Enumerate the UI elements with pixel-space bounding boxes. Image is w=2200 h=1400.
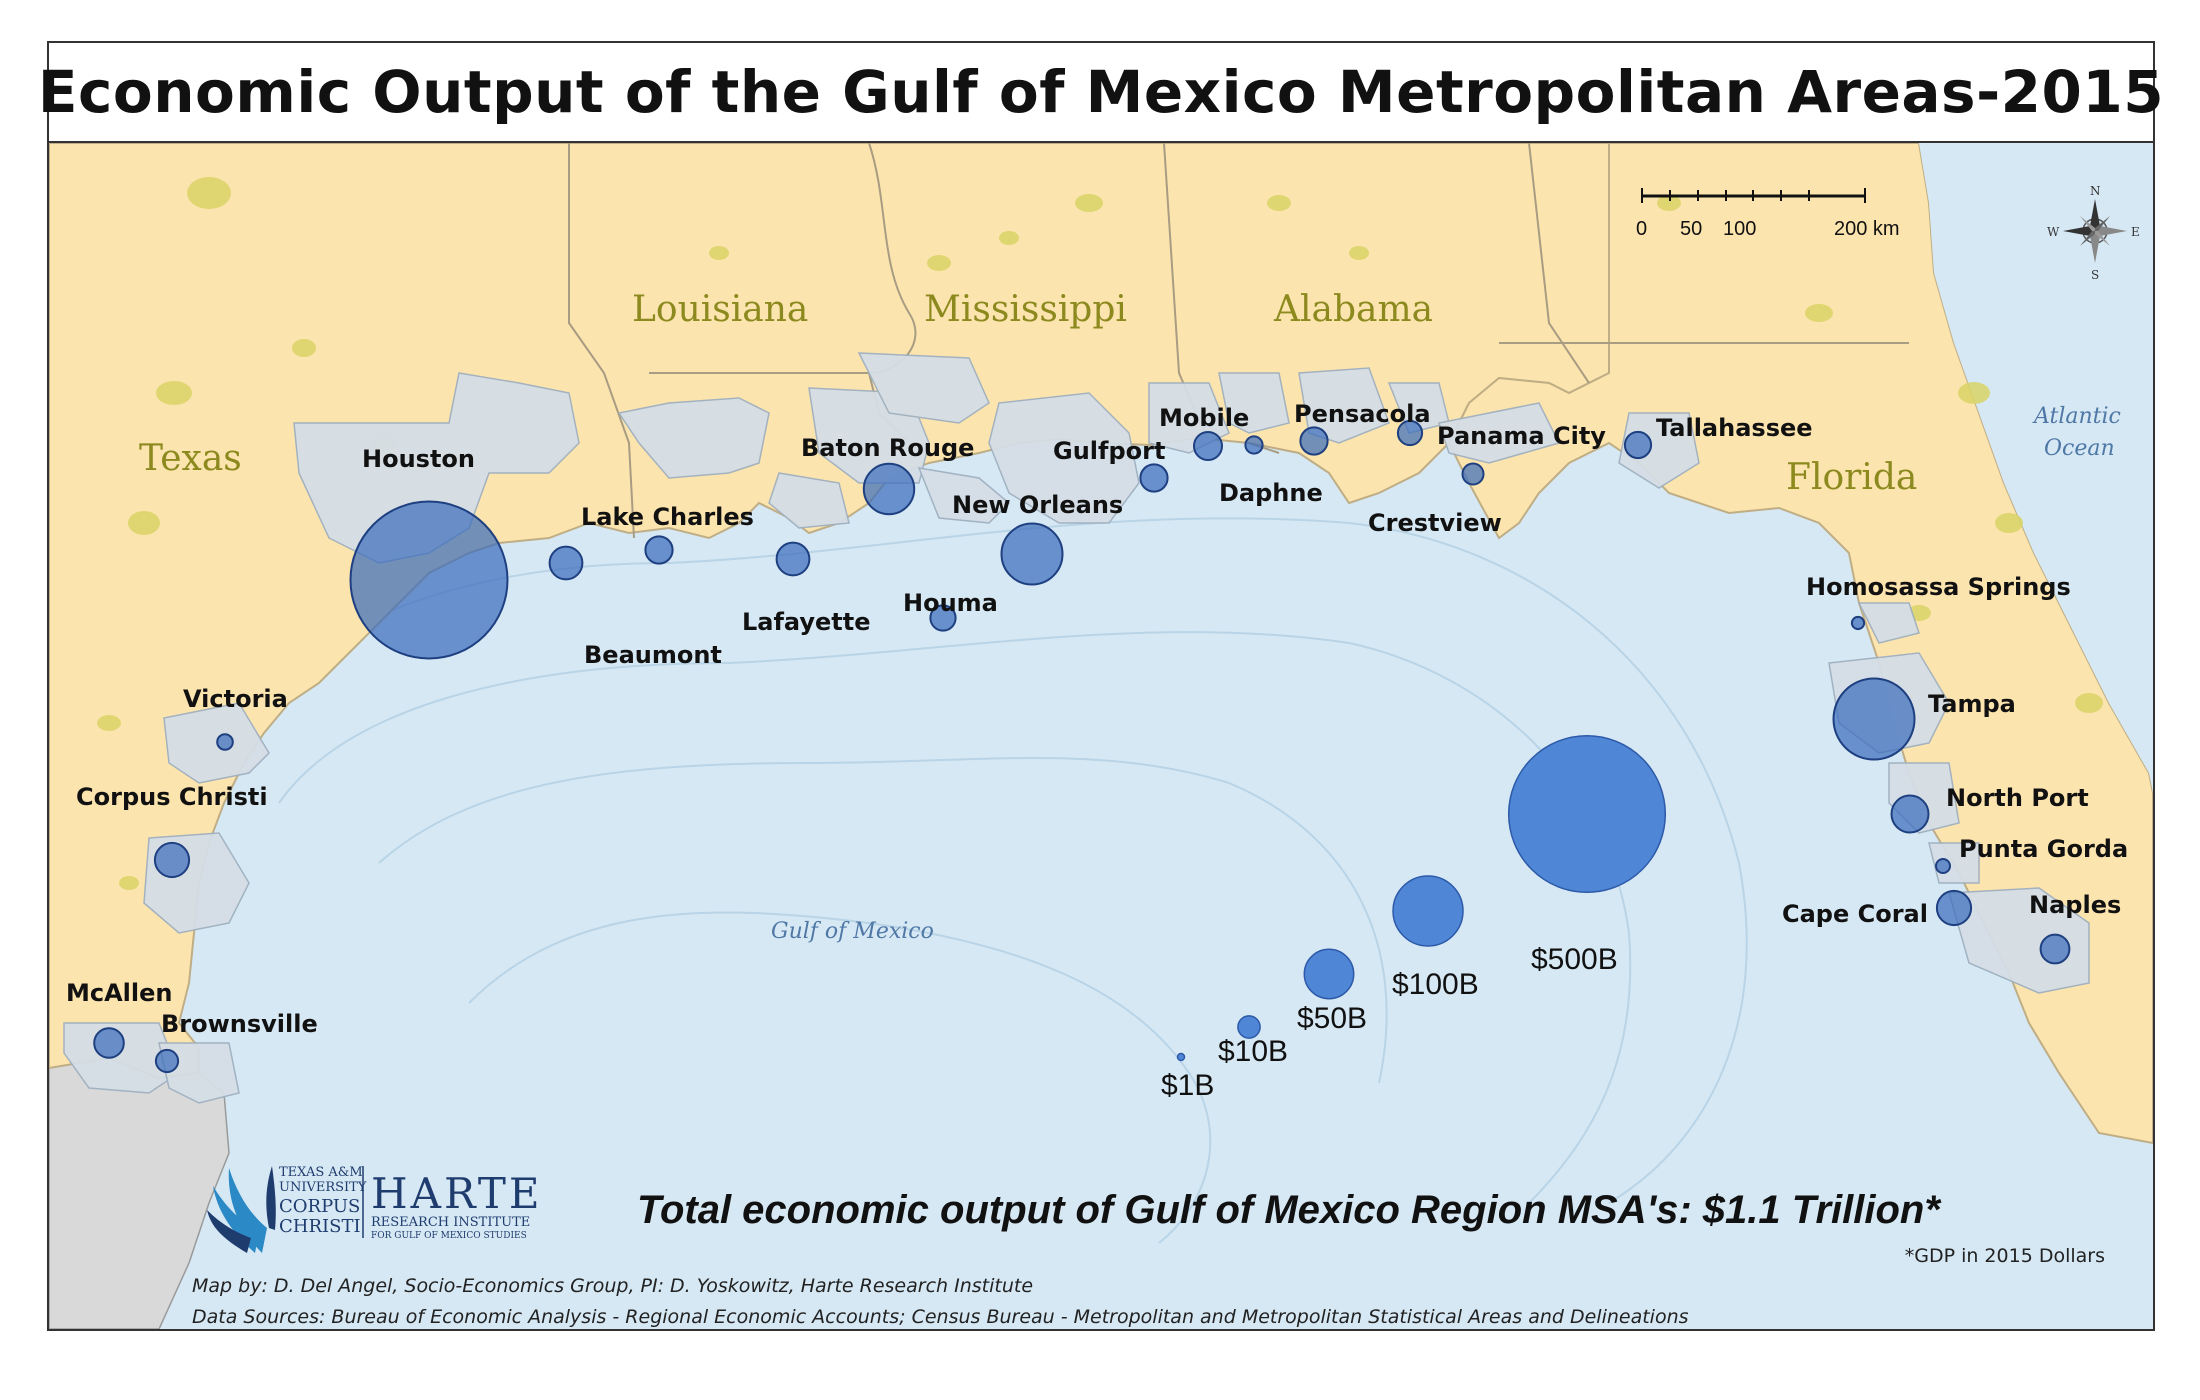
- bubble-beaumont[interactable]: [548, 545, 584, 581]
- city-label-beaumont: Beaumont: [584, 641, 722, 669]
- bubble-lake-charles[interactable]: [644, 535, 674, 565]
- bubble-pensacola[interactable]: [1299, 426, 1329, 456]
- logo-ri-line1: RESEARCH INSTITUTE: [371, 1215, 530, 1230]
- map-title: Economic Output of the Gulf of Mexico Me…: [37, 58, 2165, 126]
- compass-s: S: [2091, 268, 2099, 282]
- city-label-houma: Houma: [903, 589, 998, 617]
- bubble-homosassa-springs[interactable]: [1850, 615, 1866, 631]
- city-label-tallahassee: Tallahassee: [1656, 414, 1813, 442]
- state-label-mississippi: Mississippi: [924, 289, 1127, 330]
- legend-bubble-50b: [1303, 948, 1355, 1000]
- bubble-houma[interactable]: [929, 604, 957, 632]
- legend-label-10b: $10B: [1218, 1035, 1288, 1068]
- legend-bubble-1b: [1176, 1052, 1186, 1062]
- state-label-louisiana: Louisiana: [632, 289, 808, 330]
- map-canvas: 0 50 100 200 km N S E W Texas Louisiana …: [49, 143, 2153, 1329]
- legend-label-50b: $50B: [1297, 1002, 1367, 1035]
- logo-ri-line2: FOR GULF OF MEXICO STUDIES: [371, 1231, 527, 1241]
- compass-n: N: [2090, 184, 2101, 198]
- city-label-gulfport: Gulfport: [1053, 437, 1165, 465]
- state-label-texas: Texas: [139, 438, 242, 479]
- bubble-baton-rouge[interactable]: [862, 462, 916, 516]
- legend-bubble-10b: [1237, 1015, 1261, 1039]
- city-label-corpus-christi: Corpus Christi: [76, 783, 268, 811]
- bubble-gulfport[interactable]: [1139, 463, 1169, 493]
- bubble-north-port[interactable]: [1890, 794, 1930, 834]
- bubble-naples[interactable]: [2039, 933, 2071, 965]
- credits: Map by: D. Del Angel, Socio-Economics Gr…: [192, 1271, 1689, 1333]
- bubble-mcallen[interactable]: [93, 1027, 125, 1059]
- city-label-crestview: Crestview: [1368, 509, 1502, 537]
- city-label-mcallen: McAllen: [66, 979, 173, 1007]
- bubble-daphne[interactable]: [1244, 435, 1264, 455]
- tamucc-wing-icon: [207, 1166, 276, 1253]
- city-bubbles: [93, 419, 2071, 1074]
- credit-data-sources: Data Sources: Bureau of Economic Analysi…: [192, 1306, 1689, 1328]
- bubble-mobile[interactable]: [1193, 431, 1223, 461]
- bubble-new-orleans[interactable]: [1000, 522, 1064, 586]
- total-output-text: Total economic output of Gulf of Mexico …: [637, 1188, 1940, 1232]
- city-label-panama-city: Panama City: [1437, 422, 1606, 450]
- city-label-houston: Houston: [362, 445, 475, 473]
- scale-tick-200: 200 km: [1834, 218, 1900, 240]
- gdp-note: *GDP in 2015 Dollars: [1904, 1245, 2105, 1267]
- map-frame: Economic Output of the Gulf of Mexico Me…: [38, 41, 2164, 1333]
- bubble-panama-city[interactable]: [1396, 419, 1424, 447]
- credit-map-by: Map by: D. Del Angel, Socio-Economics Gr…: [192, 1275, 1034, 1297]
- city-label-daphne: Daphne: [1219, 479, 1323, 507]
- city-label-baton-rouge: Baton Rouge: [801, 434, 974, 462]
- compass-w: W: [2047, 225, 2060, 239]
- harte-institute-logo: TEXAS A&M UNIVERSITY CORPUS CHRISTI HART…: [207, 1165, 543, 1253]
- city-label-lake-charles: Lake Charles: [581, 503, 754, 531]
- bubble-tampa[interactable]: [1832, 677, 1916, 761]
- bubble-victoria[interactable]: [216, 733, 234, 751]
- bubble-brownsville[interactable]: [154, 1048, 180, 1074]
- size-legend: $1B $10B $50B $100B $500B: [1161, 734, 1667, 1102]
- legend-label-1b: $1B: [1161, 1069, 1214, 1102]
- legend-bubble-500b: [1507, 734, 1667, 894]
- city-label-brownsville: Brownsville: [161, 1010, 318, 1038]
- city-label-punta-gorda: Punta Gorda: [1959, 835, 2128, 863]
- city-label-naples: Naples: [2029, 891, 2121, 919]
- scale-tick-50: 50: [1680, 218, 1702, 240]
- logo-uni-line3: CORPUS: [279, 1196, 360, 1217]
- city-label-new-orleans: New Orleans: [952, 491, 1123, 519]
- atlantic-water: [1919, 143, 2153, 793]
- state-label-alabama: Alabama: [1273, 289, 1433, 330]
- compass-e: E: [2131, 225, 2140, 239]
- bubble-houston[interactable]: [349, 500, 509, 660]
- title-bar: Economic Output of the Gulf of Mexico Me…: [38, 43, 2164, 143]
- legend-label-100b: $100B: [1392, 968, 1479, 1001]
- bubble-punta-gorda[interactable]: [1935, 858, 1951, 874]
- logo-harte: HARTE: [371, 1169, 543, 1218]
- legend-label-500b: $500B: [1531, 943, 1618, 976]
- city-labels: Houston Beaumont Lake Charles Lafayette …: [66, 400, 2128, 1038]
- legend-bubble-100b: [1392, 875, 1464, 947]
- city-label-pensacola: Pensacola: [1294, 400, 1431, 428]
- city-label-lafayette: Lafayette: [742, 608, 871, 636]
- logo-uni-line2: UNIVERSITY: [279, 1180, 367, 1195]
- city-label-homosassa-springs: Homosassa Springs: [1806, 573, 2071, 601]
- city-label-victoria: Victoria: [183, 685, 288, 713]
- bubble-cape-coral[interactable]: [1935, 889, 1973, 927]
- logo-uni-line1: TEXAS A&M: [279, 1165, 363, 1180]
- bubble-corpus-christi[interactable]: [153, 841, 191, 879]
- scale-bar: 0 50 100 200 km: [1636, 188, 1900, 240]
- city-label-north-port: North Port: [1946, 784, 2089, 812]
- scale-tick-100: 100: [1723, 218, 1756, 240]
- city-label-tampa: Tampa: [1928, 690, 2016, 718]
- city-label-mobile: Mobile: [1159, 404, 1249, 432]
- bubble-crestview[interactable]: [1461, 462, 1485, 486]
- water-label-atlantic: Atlantic: [2032, 404, 2121, 429]
- bubble-tallahassee[interactable]: [1623, 430, 1653, 460]
- city-label-cape-coral: Cape Coral: [1782, 900, 1928, 928]
- logo-uni-line4: CHRISTI: [279, 1216, 361, 1237]
- water-label-ocean: Ocean: [2044, 436, 2115, 461]
- compass-rose-icon: N S E W: [2047, 184, 2140, 282]
- bubble-lafayette[interactable]: [775, 541, 811, 577]
- state-label-florida: Florida: [1786, 457, 1917, 498]
- scale-tick-0: 0: [1636, 218, 1647, 240]
- water-label-gulf: Gulf of Mexico: [771, 919, 934, 944]
